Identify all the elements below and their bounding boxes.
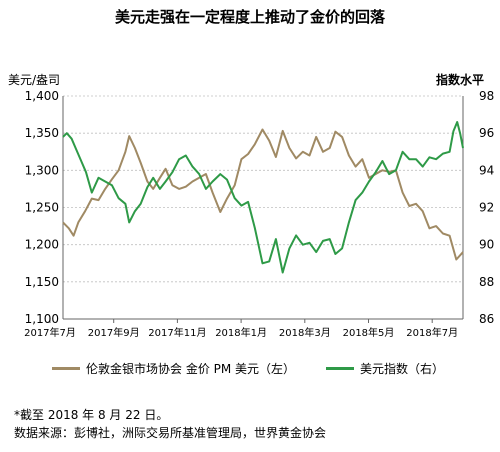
series-line-gold: [62, 128, 464, 261]
x-tick-label: 2018年3月: [279, 326, 331, 339]
legend-swatch-gold: [52, 367, 80, 370]
y-left-tick-label: 1,300: [25, 163, 59, 177]
y-right-tick-label: 88: [479, 275, 494, 289]
y-left-tick-label: 1,350: [25, 126, 59, 140]
legend-item-usd: 美元指数（右）: [326, 360, 444, 377]
footnote: *截至 2018 年 8 月 22 日。 数据来源：彭博社，洲际交易所基准管理局…: [14, 406, 326, 442]
y-left-tick-label: 1,400: [25, 89, 59, 103]
y-right-tick-label: 94: [479, 163, 494, 177]
y-right-tick-label: 86: [479, 312, 494, 326]
y-right-tick-label: 90: [479, 238, 494, 252]
y-right-axis-title: 指数水平: [436, 72, 484, 87]
y-left-tick-label: 1,100: [25, 312, 59, 326]
x-tick-label: 2017年7月: [24, 326, 76, 339]
y-right-tick-label: 98: [479, 89, 494, 103]
gridlines: [63, 95, 463, 283]
x-tick-label: 2017年11月: [148, 326, 206, 339]
y-left-tick-label: 1,200: [25, 238, 59, 252]
footnote-source: 数据来源：彭博社，洲际交易所基准管理局，世界黄金协会: [14, 426, 327, 440]
x-tick-label: 2018年1月: [215, 326, 267, 339]
legend-label-usd: 美元指数（右）: [360, 362, 445, 376]
axis-labels: 1,100 86 1,150 88 1,200 90 1,250 92 1,300 94 1,350…: [8, 72, 494, 339]
footnote-date: *截至 2018 年 8 月 22 日。: [14, 408, 169, 422]
y-left-tick-label: 1,150: [25, 275, 59, 289]
y-left-axis-title: 美元/盎司: [8, 73, 60, 87]
y-left-tick-label: 1,250: [25, 201, 59, 215]
legend: 伦敦金银市场协会 金价 PM 美元（左） 美元指数（右）: [0, 360, 500, 380]
x-tick-label: 2018年7月: [406, 326, 458, 339]
y-right-tick-label: 92: [479, 201, 494, 215]
chart-plot: 1,100 86 1,150 88 1,200 90 1,250 92 1,300 94 1,350…: [8, 72, 494, 339]
y-right-tick-label: 96: [479, 126, 494, 140]
legend-label-gold: 伦敦金银市场协会 金价 PM 美元（左）: [86, 362, 296, 376]
legend-swatch-usd: [326, 367, 354, 370]
legend-item-gold: 伦敦金银市场协会 金价 PM 美元（左）: [52, 360, 295, 377]
chart-title: 美元走强在一定程度上推动了金价的回落: [114, 8, 385, 26]
x-tick-label: 2017年9月: [88, 326, 140, 339]
series-line-usd: [62, 121, 464, 274]
series-lines: [62, 121, 464, 274]
x-tick-label: 2018年5月: [343, 326, 395, 339]
axes: [49, 96, 464, 323]
